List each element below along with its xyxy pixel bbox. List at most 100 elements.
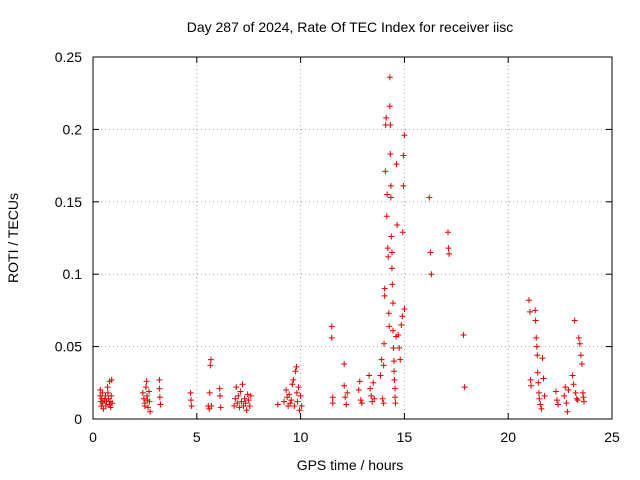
data-point (234, 400, 241, 407)
data-point (562, 384, 569, 391)
data-point (401, 305, 408, 312)
data-point (387, 122, 394, 129)
data-point (329, 394, 336, 401)
data-point (370, 379, 377, 386)
data-point (384, 191, 391, 198)
data-point (235, 392, 242, 399)
data-point (341, 360, 348, 367)
data-point (383, 114, 390, 121)
data-point (104, 384, 111, 391)
data-point (233, 384, 240, 391)
data-point (156, 394, 163, 401)
data-point (288, 397, 295, 404)
y-tick-labels: 0 0.05 0.1 0.15 0.2 0.25 (55, 49, 82, 427)
axis-ticks (92, 56, 613, 420)
data-point (367, 385, 374, 392)
data-point (428, 271, 435, 278)
data-point (208, 402, 215, 409)
data-point (387, 194, 394, 201)
data-point (535, 379, 542, 386)
data-point (244, 391, 251, 398)
data-point (232, 395, 239, 402)
data-point (580, 398, 587, 405)
data-point (391, 376, 398, 383)
data-point (445, 245, 452, 252)
y-tick-label: 0.05 (55, 339, 82, 355)
data-point (98, 395, 105, 402)
data-point (381, 285, 388, 292)
data-point (207, 356, 214, 363)
data-point (342, 394, 349, 401)
data-point (426, 194, 433, 201)
data-point (247, 392, 254, 399)
data-point (231, 402, 238, 409)
data-point (528, 382, 535, 389)
data-point (245, 397, 252, 404)
data-point (294, 398, 301, 405)
data-point (390, 345, 397, 352)
data-point (392, 394, 399, 401)
data-point (368, 392, 375, 399)
data-point (291, 402, 298, 409)
data-point (378, 356, 385, 363)
data-point (243, 407, 250, 414)
data-point (391, 368, 398, 375)
chart-title: Day 287 of 2024, Rate Of TEC Index for r… (187, 19, 514, 35)
y-tick-label: 0.1 (63, 266, 83, 282)
data-point (139, 389, 146, 396)
x-tick-labels: 0 5 10 15 20 25 (89, 429, 620, 445)
data-point (298, 402, 305, 409)
data-point (286, 391, 293, 398)
data-point (536, 395, 543, 402)
data-point (382, 168, 389, 175)
data-point (398, 321, 405, 328)
plot-frame (92, 56, 613, 420)
data-point (280, 398, 287, 405)
data-point (541, 392, 548, 399)
data-point (107, 404, 114, 411)
data-point (142, 384, 149, 391)
data-point (387, 151, 394, 158)
data-point (147, 408, 154, 415)
data-point (156, 385, 163, 392)
data-points (97, 74, 587, 415)
data-point (461, 384, 468, 391)
data-point (187, 397, 194, 404)
x-tick-label: 0 (89, 429, 97, 445)
data-point (400, 182, 407, 189)
data-point (293, 389, 300, 396)
data-point (386, 103, 393, 110)
data-point (358, 400, 365, 407)
data-point (146, 398, 153, 405)
data-point (380, 362, 387, 369)
data-point (400, 152, 407, 159)
data-point (532, 307, 539, 314)
data-point (239, 381, 246, 388)
data-point (576, 340, 583, 347)
data-point (216, 385, 223, 392)
data-point (246, 402, 253, 409)
y-axis-label: ROTI / TECUs (5, 193, 21, 283)
data-point (552, 388, 559, 395)
data-point (565, 387, 572, 394)
data-point (295, 384, 302, 391)
data-point (570, 381, 577, 388)
data-point (287, 400, 294, 407)
data-point (561, 392, 568, 399)
x-tick-label: 25 (604, 429, 620, 445)
data-point (553, 397, 560, 404)
data-point (297, 392, 304, 399)
data-point (563, 400, 570, 407)
data-point (387, 182, 394, 189)
data-point (356, 378, 363, 385)
data-point (392, 385, 399, 392)
data-point (538, 405, 545, 412)
data-point (328, 323, 335, 330)
data-point (344, 389, 351, 396)
data-point (569, 372, 576, 379)
data-point (108, 376, 115, 383)
x-tick-label: 20 (500, 429, 516, 445)
data-point (217, 404, 224, 411)
data-point (102, 402, 109, 409)
data-point (578, 360, 585, 367)
